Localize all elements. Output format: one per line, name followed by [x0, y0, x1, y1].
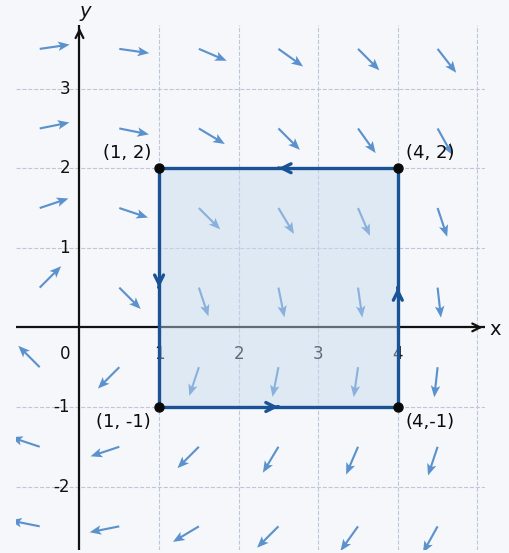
Text: -1: -1	[53, 398, 70, 416]
Text: (1, -1): (1, -1)	[96, 413, 151, 431]
Text: 3: 3	[60, 80, 70, 98]
Text: 0: 0	[60, 345, 70, 363]
Text: 2: 2	[60, 159, 70, 178]
Text: y: y	[79, 2, 91, 21]
Text: -2: -2	[53, 478, 70, 495]
Text: (4, 2): (4, 2)	[406, 144, 454, 162]
Text: 1: 1	[60, 239, 70, 257]
Text: (1, 2): (1, 2)	[103, 144, 151, 162]
Text: 2: 2	[233, 345, 244, 363]
Text: x: x	[489, 320, 501, 340]
Text: (4,-1): (4,-1)	[406, 413, 455, 431]
Polygon shape	[159, 168, 398, 407]
Text: 3: 3	[313, 345, 324, 363]
Text: 1: 1	[154, 345, 164, 363]
Text: 4: 4	[392, 345, 403, 363]
